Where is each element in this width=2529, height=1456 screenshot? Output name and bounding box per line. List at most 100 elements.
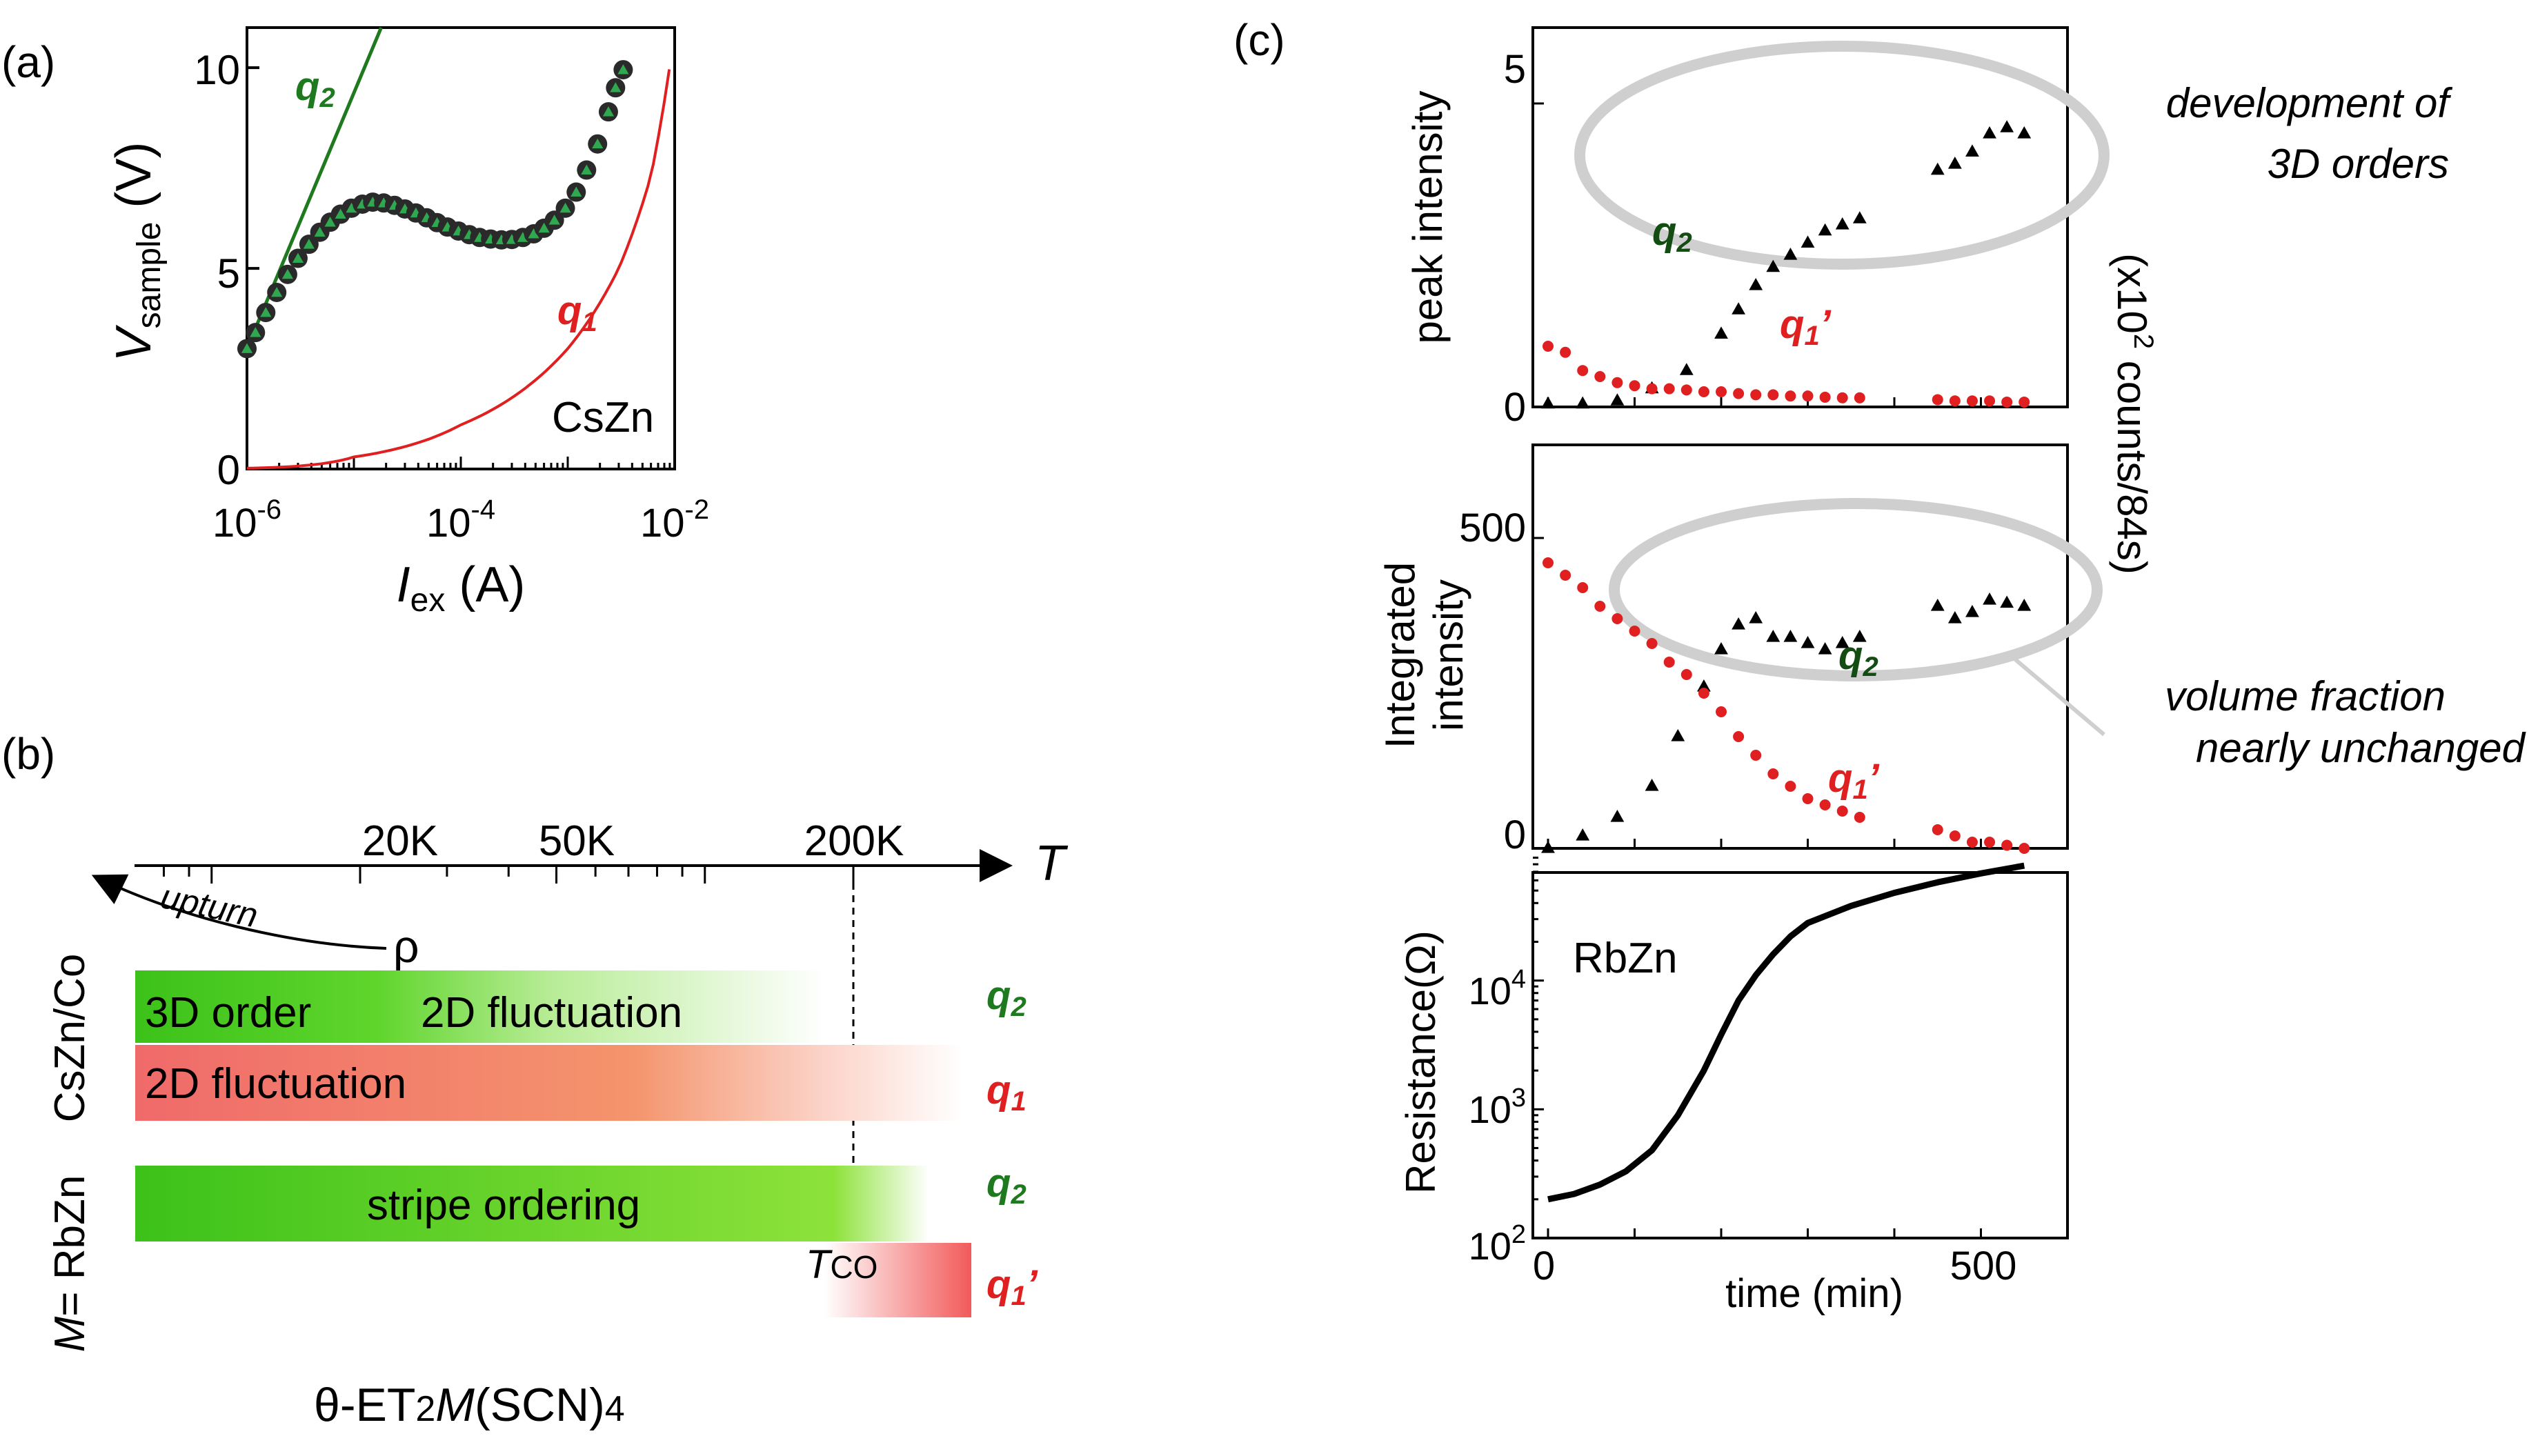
c-mid-q1p-point — [1836, 806, 1848, 817]
c-top-q2-point — [1965, 144, 1979, 157]
c-shared-right-label: (x102 counts/84s) — [2109, 253, 2159, 575]
panel-a-ytick-5: 5 — [217, 250, 240, 297]
a-data-point-triangle — [241, 343, 253, 353]
c-mid-q2-point — [1576, 828, 1590, 841]
c-mid-q1p-point — [1932, 824, 1943, 835]
c-top-q2-point — [1801, 235, 1815, 248]
bar-text-2d-fluct-1: 2D fluctuation — [421, 989, 682, 1037]
c-top-q1p-point — [1733, 388, 1745, 399]
b-q2-label-1: q2 — [986, 973, 1027, 1022]
c-mid-q2-point — [1732, 617, 1745, 630]
c-top-q2-point — [2000, 120, 2014, 132]
c-mid-ytick-0: 0 — [1504, 812, 1526, 857]
a-data-point-triangle — [617, 64, 629, 74]
ellipse-3d-orders — [1574, 41, 2110, 270]
c-mid-q1p-point — [2019, 843, 2030, 854]
c-mid-q2-point — [1801, 636, 1815, 648]
c-top-q1p-point — [1629, 380, 1640, 392]
c-mid-q1p-point — [1646, 638, 1658, 649]
c-top-q1p-point — [1836, 392, 1848, 403]
c-mid-q1p-point — [1750, 750, 1762, 761]
c-top-q1p-point — [1785, 390, 1796, 402]
c-bot-ytick-1e4: 104 — [1469, 965, 1526, 1013]
a-data-point-triangle — [559, 202, 571, 213]
c-top-q1p-label: q1’ — [1780, 302, 1832, 351]
bar-cszn-q1 — [135, 1045, 963, 1121]
c-mid-q2-point — [1783, 630, 1798, 642]
c-mid-q1p-point — [1698, 688, 1709, 699]
compound-formula: θ-ET2M(SCN)4 — [314, 1379, 625, 1431]
ellipse-volume-fraction — [1609, 498, 2103, 681]
a-data-point-triangle — [528, 228, 539, 239]
c-mid-q1p-point — [1560, 570, 1571, 581]
c-mid-q1p-point — [1594, 601, 1606, 612]
c-top-q1p-point — [1984, 395, 1996, 407]
c-top-q2-point — [1541, 396, 1555, 409]
bar-text-3d-order: 3D order — [145, 989, 311, 1037]
c-top-q2-point — [1610, 393, 1625, 406]
note-volume-1: volume fraction — [2165, 673, 2446, 719]
c-mid-q1p-point — [1819, 799, 1831, 810]
a-data-point-triangle — [610, 82, 622, 92]
c-mid-q1p-point — [1854, 812, 1865, 823]
c-mid-q2-point — [1947, 611, 1962, 624]
c-mid-q2-point — [1983, 592, 1996, 605]
c-mid-q1p-point — [1785, 781, 1796, 792]
c-xtick-0: 0 — [1533, 1244, 1555, 1288]
a-data-point-triangle — [260, 307, 272, 317]
bar-text-2d-fluct-2: 2D fluctuation — [145, 1060, 406, 1108]
panel-c-bot-frame — [1531, 871, 2069, 1239]
c-bot-sample-label: RbZn — [1573, 935, 1678, 982]
c-bot-ytick-1e2: 102 — [1469, 1220, 1526, 1268]
c-top-q1p-point — [1716, 386, 1727, 397]
c-mid-q2-point — [1852, 630, 1867, 642]
bar-rbzn-q1p — [824, 1243, 971, 1317]
c-mid-q1p-point — [1984, 837, 1996, 848]
bar-cszn-q2 — [135, 970, 825, 1043]
c-top-q1p-point — [1949, 395, 1961, 407]
c-bot-resistance-curve — [1547, 862, 2025, 1203]
c-top-q1p-point — [1932, 394, 1943, 406]
c-mid-q1p-point — [2001, 839, 2013, 851]
a-data-point-triangle — [538, 222, 550, 233]
c-top-q1p-point — [1966, 395, 1978, 407]
c-mid-q2-point — [1541, 841, 1555, 853]
a-data-point-triangle — [314, 226, 326, 237]
c-mid-q2-point — [1645, 779, 1659, 791]
c-mid-q1p-point — [1802, 793, 1814, 804]
temp-label-200k: 200K — [804, 817, 904, 865]
c-top-q2-point — [1732, 302, 1745, 315]
note-development-2: 3D orders — [2268, 141, 2449, 187]
c-top-q1p-point — [2019, 396, 2030, 408]
b-q2-label-2: q2 — [986, 1161, 1027, 1210]
c-top-q2-point — [1783, 248, 1798, 260]
c-mid-ylabel-2: intensity — [1425, 579, 1471, 731]
a-data-point-triangle — [271, 287, 283, 297]
c-top-q1p-point — [2001, 396, 2013, 408]
ellipse-pointer — [2013, 657, 2105, 737]
c-mid-q1p-point — [1716, 706, 1727, 717]
c-mid-ytick-500: 500 — [1459, 506, 1526, 550]
c-mid-ylabel-1: Integrated — [1377, 562, 1423, 748]
a-data-point-triangle — [324, 217, 336, 227]
temp-label-20k: 20K — [362, 817, 438, 865]
c-mid-q1p-point — [1629, 626, 1640, 637]
c-xlabel: time (min) — [1725, 1271, 1903, 1316]
c-top-q2-point — [1679, 363, 1694, 375]
panel-c-mid-frame — [1531, 443, 2069, 850]
c-top-ylabel: peak intensity — [1405, 91, 1451, 344]
b-q1-label: q1 — [986, 1068, 1027, 1117]
c-mid-q1p-point — [1680, 669, 1692, 680]
panel-c-label: (c) — [1233, 15, 1285, 65]
c-top-q1p-point — [1646, 383, 1658, 395]
bar-text-stripe: stripe ordering — [367, 1181, 640, 1229]
c-mid-q2-point — [1965, 605, 1979, 617]
b-q1p-label: q1’ — [986, 1262, 1038, 1311]
c-top-q2-point — [1930, 162, 1945, 175]
panel-a: (a) 0 5 10 10-6 10-4 10-2 Iex (A) Vsampl… — [1, 26, 709, 619]
c-mid-q2-point — [2017, 599, 2032, 611]
note-development-1: development of — [2166, 80, 2453, 126]
temperature-ticks — [162, 866, 855, 884]
c-top-q2-point — [1749, 278, 1763, 290]
a-data-point-triangle — [303, 239, 315, 249]
